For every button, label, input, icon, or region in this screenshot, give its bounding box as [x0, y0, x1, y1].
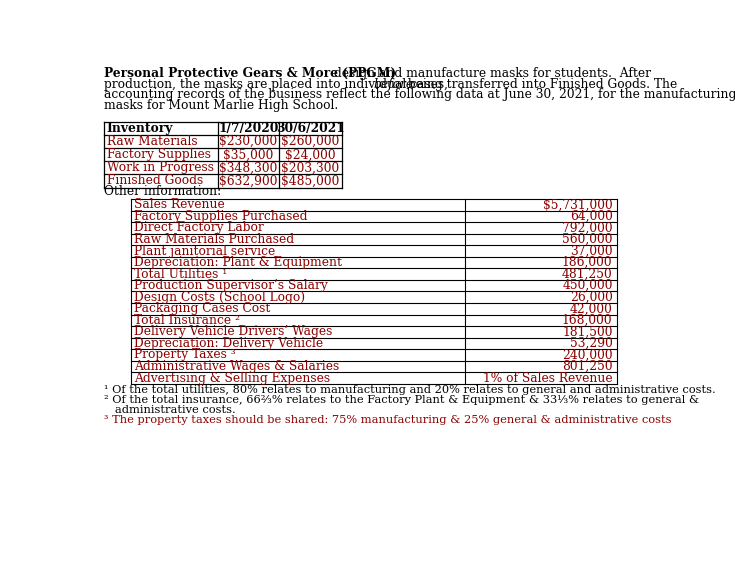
Text: Packaging Cases Cost: Packaging Cases Cost — [135, 302, 271, 315]
Text: Work in Progress: Work in Progress — [107, 161, 214, 174]
Text: 168,000: 168,000 — [562, 314, 613, 327]
Text: 53,290: 53,290 — [570, 337, 613, 350]
Text: Raw Materials Purchased: Raw Materials Purchased — [135, 233, 295, 246]
Text: Advertising & Selling Expenses: Advertising & Selling Expenses — [135, 371, 331, 385]
Text: administrative costs.: administrative costs. — [104, 405, 235, 415]
Text: Administrative Wages & Salaries: Administrative Wages & Salaries — [135, 360, 340, 373]
Text: ³ The property taxes should be shared: 75% manufacturing & 25% general & adminis: ³ The property taxes should be shared: 7… — [104, 415, 671, 425]
Text: $485,000: $485,000 — [282, 174, 340, 187]
Text: Direct Factory Labor: Direct Factory Labor — [135, 222, 265, 235]
Text: Property Taxes ³: Property Taxes ³ — [135, 349, 236, 361]
Text: ¹ Of the total utilities, 80% relates to manufacturing and 20% relates to genera: ¹ Of the total utilities, 80% relates to… — [104, 385, 715, 395]
Text: $35,000: $35,000 — [223, 148, 273, 161]
Text: Factory Supplies Purchased: Factory Supplies Purchased — [135, 210, 308, 223]
Text: $230,000: $230,000 — [219, 135, 278, 148]
Text: masks for Mount Marlie High School.: masks for Mount Marlie High School. — [104, 99, 338, 111]
Text: 450,000: 450,000 — [562, 279, 613, 292]
Text: $632,900: $632,900 — [219, 174, 278, 187]
Text: Personal Protective Gears & More (PPGM): Personal Protective Gears & More (PPGM) — [104, 68, 395, 81]
Text: Design Costs (School Logo): Design Costs (School Logo) — [135, 291, 306, 304]
Text: $348,300: $348,300 — [219, 161, 278, 174]
Text: ² Of the total insurance, 66⅔% relates to the Factory Plant & Equipment & 33⅓% r: ² Of the total insurance, 66⅔% relates t… — [104, 395, 699, 405]
Text: 1/7/2020: 1/7/2020 — [218, 122, 279, 135]
Text: Total Utilities ¹: Total Utilities ¹ — [135, 268, 228, 281]
Text: 64,000: 64,000 — [570, 210, 613, 223]
Text: Factory Supplies: Factory Supplies — [107, 148, 211, 161]
Text: 801,250: 801,250 — [562, 360, 613, 373]
Text: $260,000: $260,000 — [282, 135, 340, 148]
Text: Sales Revenue: Sales Revenue — [135, 198, 225, 211]
Text: 240,000: 240,000 — [562, 349, 613, 361]
Text: 181,500: 181,500 — [562, 325, 613, 339]
Text: Other information:: Other information: — [104, 185, 220, 198]
Text: Plant janitorial service: Plant janitorial service — [135, 245, 276, 257]
Text: accounting records of the business reflect the following data at June 30, 2021, : accounting records of the business refle… — [104, 88, 735, 101]
Text: Depreciation: Plant & Equipment: Depreciation: Plant & Equipment — [135, 256, 343, 269]
Text: Finished Goods: Finished Goods — [107, 174, 203, 187]
Text: $5,731,000: $5,731,000 — [543, 198, 613, 211]
Text: 186,000: 186,000 — [562, 256, 613, 269]
Text: 42,000: 42,000 — [570, 302, 613, 315]
Text: 37,000: 37,000 — [570, 245, 613, 257]
Text: Raw Materials: Raw Materials — [107, 135, 197, 148]
Text: $24,000: $24,000 — [285, 148, 336, 161]
Text: Inventory: Inventory — [107, 122, 173, 135]
Text: before: before — [373, 78, 413, 91]
Text: Depreciation: Delivery Vehicle: Depreciation: Delivery Vehicle — [135, 337, 323, 350]
Text: 26,000: 26,000 — [570, 291, 613, 304]
Text: Total Insurance ²: Total Insurance ² — [135, 314, 240, 327]
Text: 792,000: 792,000 — [562, 222, 613, 235]
Text: Delivery Vehicle Drivers’ Wages: Delivery Vehicle Drivers’ Wages — [135, 325, 333, 339]
Text: design and manufacture masks for students.  After: design and manufacture masks for student… — [330, 68, 651, 81]
Text: 560,000: 560,000 — [562, 233, 613, 246]
Text: $203,300: $203,300 — [282, 161, 340, 174]
Text: being transferred into Finished Goods. The: being transferred into Finished Goods. T… — [404, 78, 678, 91]
Text: production, the masks are placed into individual cases,: production, the masks are placed into in… — [104, 78, 451, 91]
Text: 30/6/2021: 30/6/2021 — [276, 122, 345, 135]
Text: 1% of Sales Revenue: 1% of Sales Revenue — [483, 371, 613, 385]
Text: 481,250: 481,250 — [562, 268, 613, 281]
Text: Production Supervisor’s Salary: Production Supervisor’s Salary — [135, 279, 329, 292]
